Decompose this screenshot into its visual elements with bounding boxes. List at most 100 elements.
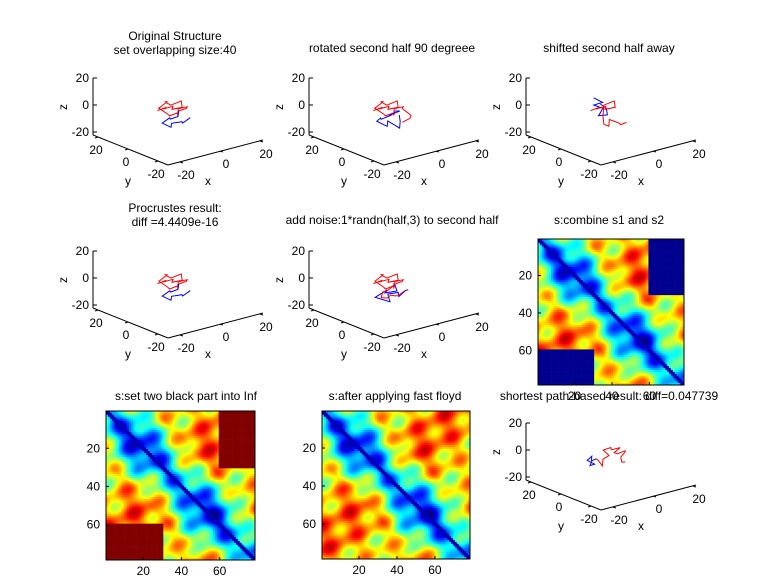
heat-cell — [560, 248, 563, 251]
heat-cell — [640, 297, 644, 300]
heat-cell — [543, 319, 546, 322]
heat-cell — [667, 312, 670, 315]
heat-cell — [567, 250, 571, 253]
heat-cell — [556, 291, 559, 294]
heat-cell — [611, 326, 614, 330]
heat-cell — [538, 334, 541, 337]
heat-cell — [672, 310, 675, 313]
heat-cell — [539, 295, 543, 298]
heat-cell — [629, 244, 632, 247]
heat-cell — [569, 250, 572, 253]
heat-cell — [605, 250, 608, 253]
heat-cell — [567, 353, 571, 356]
heat-cell — [567, 295, 571, 298]
panel-title: rotated second half 90 degreee — [309, 41, 475, 55]
heat-cell — [612, 295, 616, 298]
heat-cell — [609, 293, 612, 296]
heat-cell — [618, 306, 621, 309]
heat-cell — [552, 270, 556, 273]
heat-cell — [633, 328, 636, 332]
heat-cell — [575, 312, 578, 315]
heat-cell — [582, 287, 586, 290]
series-line-1 — [373, 283, 409, 303]
heat-cell — [556, 293, 559, 296]
heat-cell — [616, 310, 619, 313]
heat-cell — [566, 334, 569, 337]
heat-cell — [614, 255, 617, 259]
heat-cell — [538, 270, 541, 273]
heat-cell — [642, 351, 645, 354]
heat-cell — [620, 326, 623, 330]
heat-cell — [551, 351, 554, 354]
heat-cell — [552, 304, 556, 307]
heat-cell — [586, 240, 589, 244]
heat-cell — [678, 325, 681, 328]
heat-cell — [637, 343, 640, 346]
heat-cell — [556, 300, 559, 303]
heat-cell — [590, 265, 593, 268]
heat-cell — [560, 252, 563, 255]
heat-cell — [654, 297, 657, 300]
heat-cell — [627, 315, 631, 318]
heat-cell — [627, 278, 631, 281]
heat-cell — [569, 351, 572, 354]
heat-cell — [539, 347, 543, 350]
heat-cell — [584, 351, 587, 354]
heat-cell — [556, 317, 559, 320]
heat-cell — [596, 295, 599, 298]
heat-cell — [661, 278, 664, 281]
heat-cell — [545, 345, 548, 348]
heat-cell — [603, 336, 606, 339]
heat-cell — [665, 239, 668, 242]
heat-cell — [594, 253, 597, 257]
heat-cell — [579, 332, 582, 335]
heat-cell — [682, 278, 685, 281]
heat-cell — [625, 336, 629, 339]
heat-cell — [682, 289, 685, 292]
heat-cell — [639, 302, 642, 305]
heat-cell — [562, 265, 565, 268]
heat-cell — [644, 263, 647, 266]
heat-cell — [594, 255, 597, 259]
heat-cell — [539, 355, 543, 358]
heat-cell — [642, 343, 645, 346]
heat-cell — [678, 283, 681, 287]
heat-cell — [551, 248, 554, 251]
x-tick — [219, 150, 224, 153]
heat-cell — [631, 315, 634, 318]
heat-cell — [624, 287, 627, 290]
heat-cell — [567, 240, 571, 244]
heat-cell — [616, 263, 619, 266]
heat-cell — [655, 312, 659, 315]
heat-cell — [674, 278, 677, 281]
heat-cell — [612, 298, 616, 302]
heat-cell — [669, 253, 672, 257]
heat-cell — [569, 315, 572, 318]
heat-cell — [670, 295, 674, 298]
heat-cell — [661, 347, 664, 350]
heat-cell — [661, 263, 664, 266]
heat-cell — [575, 259, 578, 262]
heat-cell — [682, 304, 685, 307]
heat-cell — [618, 289, 621, 292]
heat-cell — [674, 302, 677, 305]
heat-cell — [547, 325, 550, 328]
heat-cell — [567, 345, 571, 348]
heat-cell — [659, 257, 662, 260]
heat-cell — [543, 280, 546, 283]
heat-cell — [648, 253, 651, 257]
heat-cell — [558, 259, 561, 262]
heat-cell — [594, 274, 597, 277]
heat-cell — [577, 287, 580, 290]
heat-cell — [556, 347, 559, 350]
heat-cell — [650, 267, 653, 270]
heat-cell — [609, 272, 612, 275]
heat-cell — [637, 328, 640, 332]
heat-cell — [599, 300, 602, 303]
heat-cell — [552, 319, 556, 322]
heat-cell — [665, 302, 668, 305]
heat-cell — [654, 326, 657, 330]
heat-cell — [569, 291, 572, 294]
heat-cell — [631, 289, 634, 292]
heat-cell — [584, 261, 587, 264]
